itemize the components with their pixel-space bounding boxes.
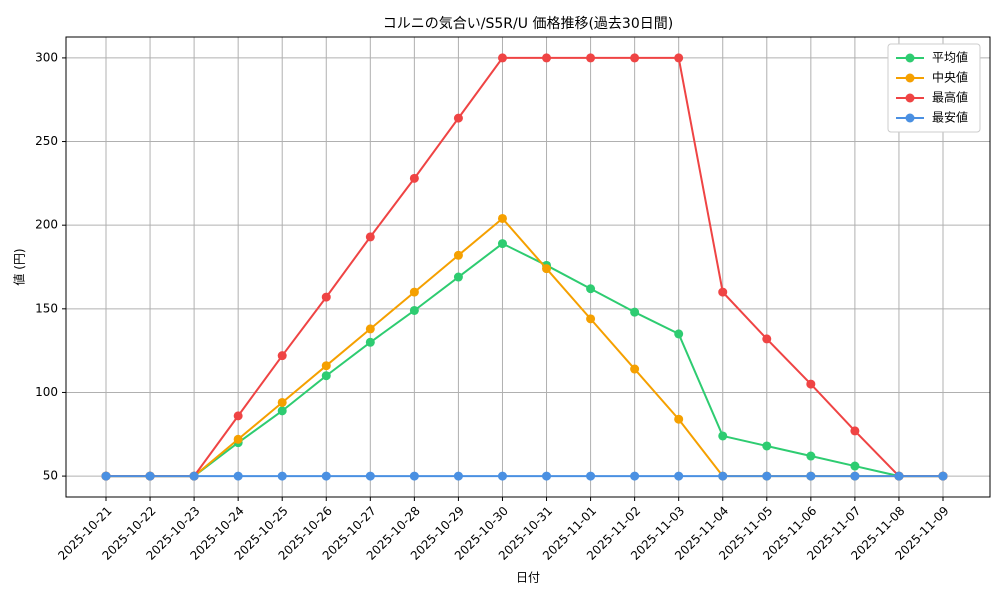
- data-point: [365, 232, 375, 242]
- data-point: [365, 324, 375, 334]
- data-point: [409, 287, 419, 297]
- series-line: [106, 217, 943, 478]
- legend-marker: [905, 113, 915, 123]
- data-point: [277, 351, 287, 361]
- data-point: [630, 471, 640, 481]
- y-tick-label: 50: [43, 469, 58, 483]
- data-point: [762, 441, 772, 451]
- data-point: [409, 173, 419, 183]
- data-point: [233, 411, 243, 421]
- data-point: [321, 371, 331, 381]
- series-line: [106, 242, 943, 478]
- data-point: [321, 471, 331, 481]
- chart-title: コルニの気合い/S5R/U 価格推移(過去30日間): [383, 16, 673, 32]
- data-point: [630, 364, 640, 374]
- data-point: [938, 471, 948, 481]
- data-point: [806, 451, 816, 461]
- data-point: [321, 361, 331, 371]
- data-point: [586, 53, 596, 63]
- data-point: [409, 305, 419, 315]
- data-point: [718, 431, 728, 441]
- data-point: [542, 471, 552, 481]
- legend-label: 平均値: [932, 50, 968, 65]
- data-point: [365, 471, 375, 481]
- data-point: [674, 53, 684, 63]
- legend-marker: [905, 93, 915, 103]
- data-point: [453, 250, 463, 260]
- data-point: [145, 471, 155, 481]
- data-point: [453, 113, 463, 123]
- data-point: [453, 471, 463, 481]
- data-point: [850, 471, 860, 481]
- x-axis-label: 日付: [516, 571, 540, 585]
- series-line: [106, 56, 943, 478]
- y-axis-label: 値 (円): [12, 248, 27, 285]
- y-tick-label: 150: [35, 301, 58, 315]
- plot-frame: [65, 36, 991, 498]
- data-point: [453, 272, 463, 282]
- data-point: [894, 471, 904, 481]
- data-point: [497, 239, 507, 249]
- data-point: [630, 53, 640, 63]
- data-point: [762, 471, 772, 481]
- data-point: [718, 471, 728, 481]
- y-tick-label: 200: [35, 218, 58, 232]
- data-point: [806, 379, 816, 389]
- y-tick-label: 300: [35, 50, 58, 64]
- data-point: [277, 406, 287, 416]
- data-point: [850, 461, 860, 471]
- data-point: [365, 337, 375, 347]
- data-point: [806, 471, 816, 481]
- data-point: [718, 287, 728, 297]
- legend-label: 最安値: [932, 110, 968, 125]
- data-point: [497, 213, 507, 223]
- data-point: [542, 264, 552, 274]
- data-point: [497, 53, 507, 63]
- data-point: [321, 292, 331, 302]
- data-point: [674, 329, 684, 339]
- data-point: [586, 314, 596, 324]
- data-point: [586, 471, 596, 481]
- data-point: [277, 471, 287, 481]
- data-point: [674, 414, 684, 424]
- data-point: [762, 334, 772, 344]
- data-point: [674, 471, 684, 481]
- data-point: [233, 471, 243, 481]
- data-point: [850, 426, 860, 436]
- data-point: [189, 471, 199, 481]
- y-tick-label: 100: [35, 385, 58, 399]
- y-tick-label: 250: [35, 134, 58, 148]
- legend-label: 中央値: [932, 70, 968, 85]
- legend-label: 最高値: [932, 90, 968, 105]
- data-point: [497, 471, 507, 481]
- legend-marker: [905, 73, 915, 83]
- data-point: [409, 471, 419, 481]
- data-point: [277, 397, 287, 407]
- legend-box: [887, 43, 981, 133]
- data-point: [630, 307, 640, 317]
- data-point: [542, 53, 552, 63]
- data-point: [586, 284, 596, 294]
- data-point: [233, 434, 243, 444]
- legend-marker: [905, 53, 915, 63]
- data-point: [101, 471, 111, 481]
